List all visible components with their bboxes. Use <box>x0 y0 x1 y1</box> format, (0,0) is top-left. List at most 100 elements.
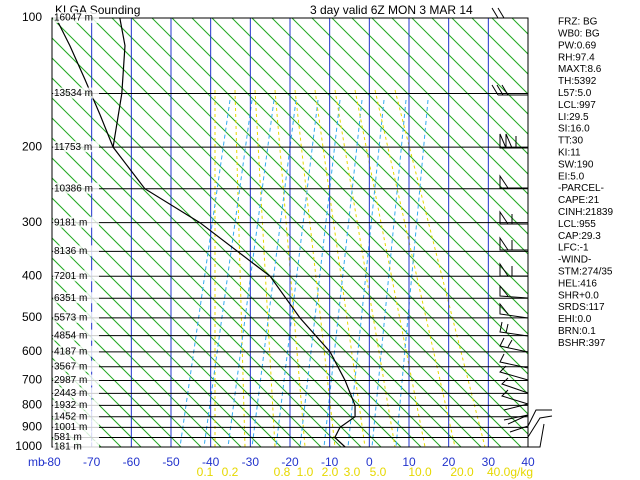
sounding-line <box>112 17 126 148</box>
height-label-bg <box>53 12 99 23</box>
panel-line: RH:97.4 <box>558 52 595 63</box>
wind-barb <box>499 174 528 189</box>
height-label-bg <box>53 387 99 399</box>
diagonal-line <box>52 177 322 447</box>
wind-barb <box>509 409 552 433</box>
height-label-bg <box>53 345 99 357</box>
diagonal-line <box>52 317 182 447</box>
height-label: 16047 m <box>54 13 93 24</box>
height-label-bg <box>53 410 99 422</box>
wind-barb <box>499 365 529 381</box>
panel-line: SW:190 <box>558 159 594 170</box>
grid <box>51 17 529 448</box>
diagonal-line <box>231 18 528 315</box>
height-label: 1001 m <box>54 422 87 433</box>
y-tick-label: 200 <box>22 139 42 153</box>
mixing-ratio-label: 0.1 <box>197 465 214 479</box>
diagonal-line <box>211 18 528 335</box>
height-label: 4187 m <box>54 346 87 357</box>
wind-barb <box>499 302 529 319</box>
diagonal-line <box>52 37 462 447</box>
height-label: 9181 m <box>54 217 87 228</box>
diagonal-line <box>171 18 528 375</box>
wind-barbs <box>491 7 553 448</box>
x-tick-label: -30 <box>242 455 260 469</box>
mixing-line <box>347 99 385 447</box>
diagonal-line <box>131 18 528 415</box>
wind-barb <box>499 236 528 251</box>
x-tick-label: 0 <box>366 455 373 469</box>
height-label: 1452 m <box>54 411 87 422</box>
diagonal-line <box>411 18 528 135</box>
x-tick-label: -80 <box>43 455 61 469</box>
height-label-bg <box>53 141 99 153</box>
diagonal-line <box>291 18 528 255</box>
x-tick-label: -40 <box>202 455 220 469</box>
panel-line: BRN:0.1 <box>558 326 596 337</box>
moist-adiabat <box>374 89 456 447</box>
diagonal-line <box>52 157 342 447</box>
wind-barb <box>501 377 529 394</box>
moist-adiabat <box>394 89 486 447</box>
y-tick-label: 400 <box>22 268 42 282</box>
mixing-line <box>395 99 429 447</box>
height-label: 1932 m <box>54 400 87 411</box>
height-label: 13534 m <box>54 88 93 99</box>
panel-line: WB0: BG <box>558 29 600 40</box>
height-label-bg <box>53 311 99 323</box>
wind-barb <box>499 337 529 353</box>
panel-line: SHR+0.0 <box>558 290 599 301</box>
diagonal-line <box>52 257 242 447</box>
mixing-ratio-label: 0.2 <box>222 465 239 479</box>
panel-line: LCL:955 <box>558 219 596 230</box>
diagonal-line <box>351 18 528 195</box>
height-label: 3567 m <box>54 361 87 372</box>
diagonal-line <box>52 297 202 447</box>
diagonal-line <box>91 18 522 447</box>
y-tick-label: 1000 <box>15 439 42 453</box>
diagonal-line <box>431 18 528 115</box>
moist-adiabat <box>334 89 396 447</box>
height-label: 5573 m <box>54 312 87 323</box>
mixing-line <box>371 99 407 447</box>
diagonal-line <box>311 18 528 235</box>
wind-barb <box>503 414 529 425</box>
wind-barb <box>528 423 545 448</box>
wind-barb <box>491 7 528 19</box>
panel-line: MAXT:8.6 <box>558 64 602 75</box>
diagonal-line <box>111 18 528 435</box>
y-tick-label: 600 <box>22 344 42 358</box>
height-label-bg <box>53 87 99 99</box>
height-label-bg <box>53 216 99 228</box>
mixing-line <box>323 99 363 447</box>
moist-adiabat <box>314 89 366 447</box>
diagonal-line <box>52 117 382 447</box>
wind-barb <box>499 133 528 149</box>
x-tick-label: -70 <box>83 455 101 469</box>
diagonal-line <box>391 18 528 155</box>
diagonal-line <box>371 18 528 175</box>
mixing-line <box>275 99 319 447</box>
height-label-bg <box>53 270 99 282</box>
height-label-bg <box>53 329 99 341</box>
panel-line: -WIND- <box>558 255 591 266</box>
wind-barb <box>499 321 529 337</box>
height-label-bg <box>53 360 99 372</box>
height-label-bg <box>53 399 99 411</box>
height-label: 10386 m <box>54 183 93 194</box>
y-tick-label: 100 <box>22 10 42 24</box>
panel-line: KI:11 <box>558 148 581 159</box>
diagonal-line <box>451 18 528 95</box>
wind-barb <box>499 262 528 277</box>
diagonal-line <box>271 18 528 275</box>
panel-line: FRZ: BG <box>558 17 598 28</box>
height-label: 8136 m <box>54 246 87 257</box>
x-tick-label: -60 <box>123 455 141 469</box>
height-label-bg <box>53 182 99 194</box>
panel-line: CINH:21839 <box>558 207 613 218</box>
y-tick-label: 800 <box>22 398 42 412</box>
panel-line: SRDS:117 <box>558 302 605 313</box>
mixing-ratio-label: 20.0 <box>450 465 474 479</box>
